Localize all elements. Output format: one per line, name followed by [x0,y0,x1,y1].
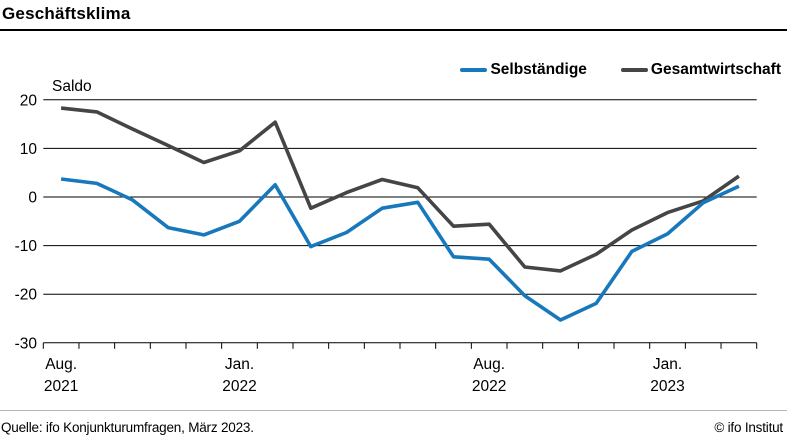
footer-divider [0,410,787,411]
y-tick-label-20: 20 [20,92,38,109]
y-tick-label--20: -20 [15,287,38,304]
legend-label-selbstaendige: Selbständige [490,61,587,78]
y-tick-label-0: 0 [28,190,37,207]
x-tick-month-Jan.2022: Jan. [225,356,254,373]
x-tick-year-2022: 2022 [222,378,256,395]
legend-item-selbstaendige: Selbständige [460,61,587,79]
chart-title: Geschäftsklima [2,4,131,23]
x-tick-year-2021: 2021 [44,378,78,395]
source-note: Quelle: ifo Konjunkturumfragen, März 202… [1,420,254,435]
title-divider [0,29,787,31]
copyright-note: © ifo Institut [714,420,783,435]
gesamtwirtschaft-line-swatch [620,68,648,72]
y-tick-label--30: -30 [15,335,38,352]
legend-item-gesamtwirtschaft: Gesamtwirtschaft [620,61,781,79]
y-tick-label-10: 10 [20,141,38,158]
series-line-gesamtwirtschaft [60,106,740,273]
selbstaendige-line-swatch [460,68,488,72]
x-tick-month-Aug.2021: Aug. [45,356,77,373]
y-tick-label--10: -10 [15,238,38,255]
x-tick-month-Aug.2022: Aug. [473,356,505,373]
legend-label-gesamtwirtschaft: Gesamtwirtschaft [650,61,781,78]
y-axis-title: Saldo [52,78,92,95]
x-tick-month-Jan.2023: Jan. [653,356,682,373]
series-line-selbständige [60,177,740,322]
x-tick-year-2022: 2022 [472,378,506,395]
chart-legend: Selbständige Gesamtwirtschaft [460,60,781,80]
x-tick-year-2023: 2023 [650,378,684,395]
